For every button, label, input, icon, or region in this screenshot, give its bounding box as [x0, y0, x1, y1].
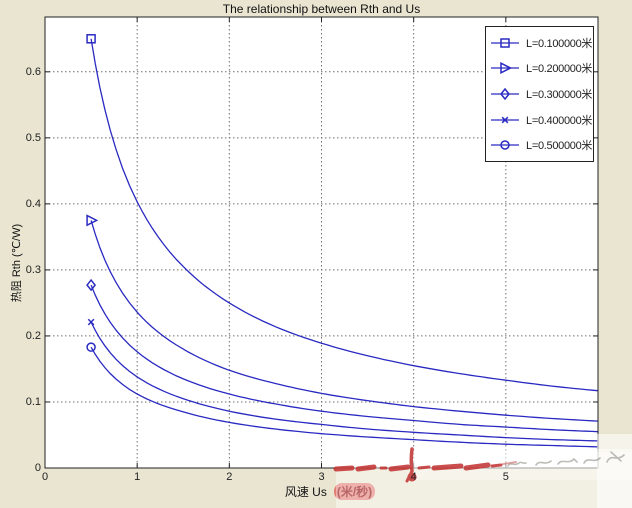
legend-label: L=0.500000米 [526, 140, 593, 153]
legend-label: L=0.300000米 [526, 88, 593, 101]
y-tick-label: 0.5 [25, 131, 41, 144]
legend-label: L=0.200000米 [526, 63, 593, 76]
legend-line-sample [491, 140, 519, 150]
y-tick-label: 0.2 [25, 329, 41, 342]
legend-line-sample [491, 38, 519, 48]
chart-title: The relationship between Rth and Us [222, 2, 421, 16]
x-tick-label: 4 [410, 471, 417, 483]
legend-item: L=0.200000米 [490, 57, 593, 79]
x-axis-label-text: 风速 Us [284, 484, 327, 499]
x-tick-label: 1 [134, 471, 141, 483]
x-axis-label: 风速 Us (米/秒) [200, 482, 460, 500]
square-marker-icon [500, 38, 510, 48]
x-tick-label: 5 [502, 471, 509, 483]
y-tick-label: 0.4 [25, 197, 41, 210]
circle-marker-icon [500, 140, 510, 150]
legend-line-sample [491, 87, 519, 100]
x-marker-icon [501, 116, 509, 123]
x-marker-icon [87, 318, 95, 326]
data-curve [90, 346, 599, 448]
legend-line-sample [491, 116, 519, 123]
y-tick-label: 0.3 [25, 263, 41, 276]
data-curve [90, 321, 599, 442]
diamond-marker-icon [86, 278, 97, 292]
square-marker-icon [86, 34, 96, 44]
y-tick-label: 0.1 [25, 395, 41, 408]
triangle-right-marker-icon [86, 214, 99, 227]
x-axis-unit-highlight: (米/秒) [333, 482, 376, 500]
data-curve [90, 284, 599, 433]
circle-marker-icon [86, 342, 96, 352]
legend-item: L=0.100000米 [490, 32, 593, 54]
x-marker-icon [87, 318, 95, 326]
legend-label: L=0.400000米 [526, 114, 593, 127]
x-tick-label: 3 [318, 471, 325, 483]
y-tick-label: 0 [34, 462, 41, 474]
legend-box: L=0.100000米 L=0.200000米 L=0.300000米 L=0.400… [485, 26, 594, 162]
x-tick-label: 0 [41, 471, 49, 483]
legend-item: L=0.400000米 [490, 109, 593, 131]
y-tick-label: 0.6 [25, 65, 41, 78]
legend-item: L=0.300000米 [490, 83, 593, 105]
data-curve [90, 220, 599, 422]
diamond-marker-icon [500, 87, 510, 100]
x-tick-label: 2 [226, 471, 233, 483]
legend-item: L=0.500000米 [490, 134, 593, 156]
handwriting-watermark [507, 451, 625, 467]
triangle-right-marker-icon [500, 62, 513, 75]
legend-label: L=0.100000米 [526, 37, 593, 50]
legend-line-sample [491, 62, 519, 75]
